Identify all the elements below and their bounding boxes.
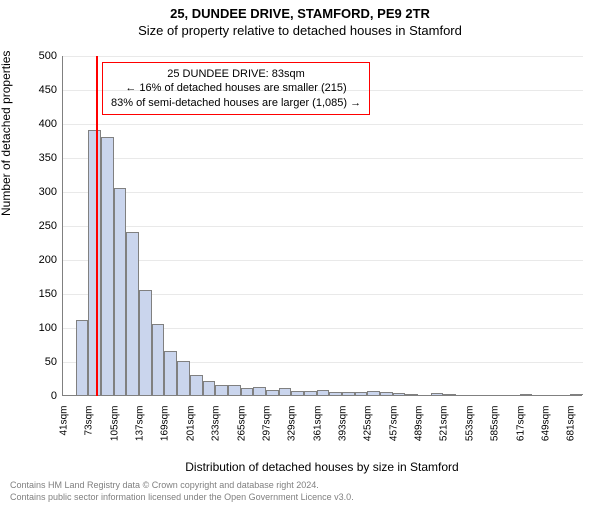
- histogram-bar: [520, 394, 533, 395]
- x-tick-label: 457sqm: [388, 406, 399, 456]
- histogram-bar: [329, 392, 342, 395]
- histogram-bar: [228, 385, 241, 395]
- gridline: [63, 158, 583, 159]
- x-tick-label: 297sqm: [261, 406, 272, 456]
- footer-line2: Contains public sector information licen…: [10, 492, 354, 502]
- x-tick-label: 105sqm: [109, 406, 120, 456]
- x-tick-label: 681sqm: [566, 406, 577, 456]
- histogram-bar: [215, 385, 228, 395]
- x-tick-label: 265sqm: [236, 406, 247, 456]
- gridline: [63, 192, 583, 193]
- histogram-bar: [380, 392, 393, 395]
- histogram-bar: [164, 351, 177, 395]
- histogram-bar: [152, 324, 165, 395]
- y-tick-label: 500: [27, 50, 57, 62]
- histogram-bar: [88, 130, 101, 395]
- x-tick-label: 169sqm: [160, 406, 171, 456]
- histogram-bar: [266, 390, 279, 395]
- x-tick-label: 425sqm: [363, 406, 374, 456]
- gridline: [63, 124, 583, 125]
- x-tick-label: 329sqm: [287, 406, 298, 456]
- y-tick-label: 300: [27, 186, 57, 198]
- y-tick-label: 200: [27, 254, 57, 266]
- x-tick-label: 617sqm: [515, 406, 526, 456]
- x-tick-label: 393sqm: [338, 406, 349, 456]
- x-tick-label: 137sqm: [135, 406, 146, 456]
- y-tick-label: 150: [27, 288, 57, 300]
- histogram-bar: [405, 394, 418, 395]
- x-tick-label: 233sqm: [211, 406, 222, 456]
- y-tick-label: 400: [27, 118, 57, 130]
- histogram-bar: [139, 290, 152, 395]
- histogram-bar: [126, 232, 139, 395]
- x-tick-label: 361sqm: [312, 406, 323, 456]
- histogram-bar: [253, 387, 266, 395]
- histogram-bar: [304, 391, 317, 395]
- x-tick-label: 649sqm: [540, 406, 551, 456]
- gridline: [63, 56, 583, 57]
- histogram-bar: [279, 388, 292, 395]
- histogram-bar: [190, 375, 203, 395]
- x-tick-label: 41sqm: [59, 406, 70, 456]
- histogram-bar: [177, 361, 190, 395]
- y-tick-label: 450: [27, 84, 57, 96]
- x-tick-label: 201sqm: [185, 406, 196, 456]
- page-title: 25, DUNDEE DRIVE, STAMFORD, PE9 2TR: [0, 6, 600, 21]
- y-axis-label: Number of detached properties: [0, 51, 13, 216]
- histogram-bar: [101, 137, 114, 395]
- info-box-line3: 83% of semi-detached houses are larger (…: [111, 96, 361, 110]
- histogram-bar: [431, 393, 444, 395]
- histogram-bar: [355, 392, 368, 395]
- y-tick-label: 350: [27, 152, 57, 164]
- histogram-bar: [114, 188, 127, 395]
- page-subtitle: Size of property relative to detached ho…: [0, 23, 600, 38]
- y-tick-label: 0: [27, 390, 57, 402]
- histogram-bar: [443, 394, 456, 395]
- x-tick-label: 73sqm: [84, 406, 95, 456]
- x-tick-label: 553sqm: [464, 406, 475, 456]
- info-box: 25 DUNDEE DRIVE: 83sqm ← 16% of detached…: [102, 62, 370, 115]
- y-tick-label: 250: [27, 220, 57, 232]
- info-box-line1: 25 DUNDEE DRIVE: 83sqm: [111, 67, 361, 81]
- y-tick-label: 50: [27, 356, 57, 368]
- histogram-bar: [342, 392, 355, 395]
- y-tick-label: 100: [27, 322, 57, 334]
- histogram-bar: [203, 381, 216, 395]
- histogram-bar: [76, 320, 89, 395]
- x-tick-label: 585sqm: [490, 406, 501, 456]
- x-tick-label: 489sqm: [414, 406, 425, 456]
- x-axis-label: Distribution of detached houses by size …: [62, 460, 582, 474]
- x-tick-label: 521sqm: [439, 406, 450, 456]
- histogram-bar: [291, 391, 304, 395]
- footer-line1: Contains HM Land Registry data © Crown c…: [10, 480, 319, 490]
- marker-line: [96, 56, 98, 396]
- info-box-line2: ← 16% of detached houses are smaller (21…: [111, 81, 361, 95]
- gridline: [63, 260, 583, 261]
- histogram-bar: [570, 394, 583, 395]
- gridline: [63, 226, 583, 227]
- histogram-bar: [317, 390, 330, 395]
- histogram-bar: [367, 391, 380, 395]
- histogram-bar: [241, 388, 254, 395]
- histogram-bar: [393, 393, 406, 395]
- chart-container: 25 DUNDEE DRIVE: 83sqm ← 16% of detached…: [62, 56, 582, 426]
